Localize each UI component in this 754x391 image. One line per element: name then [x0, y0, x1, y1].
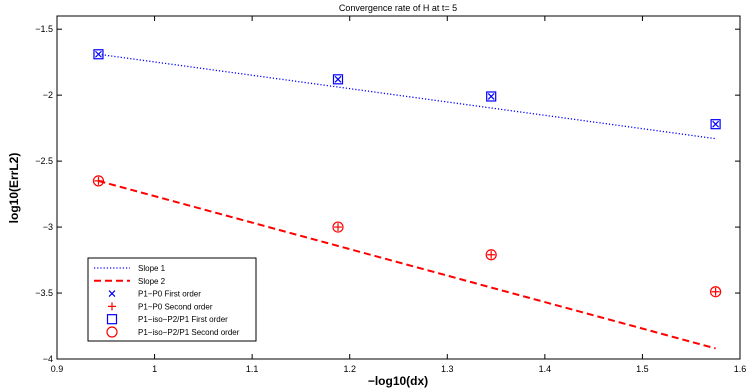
y-tick-label: −3.5: [35, 288, 53, 298]
data-point-square: [93, 49, 104, 60]
data-point-x: [487, 93, 495, 100]
x-tick-label: 1.3: [441, 364, 454, 374]
legend-label: P1−P0 Second order: [138, 302, 213, 311]
x-tick-label: 1.4: [539, 364, 552, 374]
x-tick-label: 1.6: [734, 364, 747, 374]
series-line: [98, 179, 716, 350]
x-tick-label: 1.1: [246, 364, 259, 374]
x-tick-label: 1.2: [343, 364, 356, 374]
legend-swatch-x: [108, 290, 116, 298]
x-tick-label: 1: [152, 364, 157, 374]
series-line: [98, 53, 716, 140]
legend-swatch-circle: [106, 326, 118, 338]
data-point-x: [712, 120, 720, 128]
data-point-square: [486, 91, 497, 102]
x-axis-ticks: 0.9 1 1.1 1.2 1.3 1.4 1.5 1.6: [51, 16, 747, 374]
legend-label: P1−iso−P2/P1 Second order: [138, 328, 240, 337]
data-point-square: [332, 74, 344, 85]
legend-swatch-plus: [108, 302, 116, 311]
legend-label: Slope 2: [138, 277, 166, 286]
legend-label: Slope 1: [138, 264, 166, 273]
legend-label: P1−iso−P2/P1 First order: [138, 315, 228, 324]
data-point-plus: [711, 287, 720, 296]
x-tick-label: 1.5: [636, 364, 649, 374]
y-axis-label: log10(ErrL2): [7, 153, 21, 224]
series-layer: [92, 49, 722, 350]
data-point-circle: [485, 249, 497, 261]
legend-box: [87, 257, 257, 342]
chart-title: Convergence rate of H at t= 5: [339, 3, 457, 13]
y-tick-label: −3: [43, 222, 53, 232]
data-point-circle: [92, 175, 105, 187]
data-point-x: [334, 75, 342, 83]
data-point-plus: [487, 250, 496, 259]
legend-swatch-square: [106, 314, 118, 325]
y-axis-ticks: −4 −3.5 −3 −2.5 −2 −1.5: [35, 24, 740, 364]
y-tick-label: −2: [43, 90, 53, 100]
y-tick-label: −2.5: [35, 156, 53, 166]
data-point-circle: [332, 221, 344, 233]
x-axis-label: −log10(dx): [368, 374, 428, 388]
data-point-square: [710, 119, 721, 130]
legend-items: Slope 1 Slope 2 P1−P0 First order P1−P0 Sec…: [94, 264, 240, 338]
legend-label: P1−P0 First order: [138, 290, 201, 299]
legend: Slope 1 Slope 2 P1−P0 First order P1−P0 Sec…: [87, 257, 257, 342]
data-point-plus: [334, 223, 343, 232]
x-tick-label: 0.9: [51, 364, 64, 374]
y-tick-label: −1.5: [35, 24, 53, 34]
data-point-circle: [710, 286, 722, 298]
y-tick-label: −4: [43, 354, 53, 364]
data-point-plus: [94, 176, 103, 185]
data-point-x: [95, 50, 102, 58]
